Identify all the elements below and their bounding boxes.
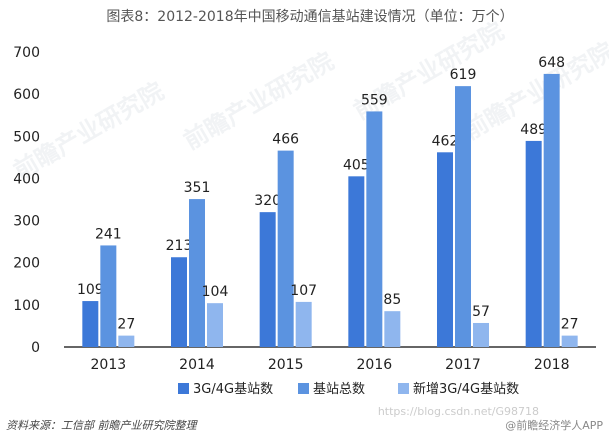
x-tick-label: 2013	[91, 357, 127, 373]
bar	[455, 86, 471, 347]
bar	[189, 199, 205, 347]
brand-label: @前瞻经济学人APP	[505, 419, 603, 432]
data-label: 85	[383, 292, 401, 308]
bar	[100, 245, 117, 347]
x-tick-label: 2016	[357, 357, 393, 373]
bar	[295, 301, 312, 347]
watermark-url: https://blog.csdn.net/G98718	[377, 405, 539, 418]
data-label: 213	[166, 238, 193, 254]
data-label: 57	[472, 304, 490, 320]
bar	[207, 303, 223, 347]
data-label: 104	[202, 284, 229, 300]
data-label: 109	[77, 282, 104, 298]
legend-swatch	[298, 383, 309, 394]
y-tick-label: 400	[13, 171, 40, 187]
data-label: 462	[432, 133, 459, 149]
x-tick-label: 2018	[534, 357, 570, 373]
y-tick-label: 600	[13, 87, 40, 103]
bar	[561, 335, 578, 347]
legend-label: 基站总数	[313, 382, 365, 397]
bar	[171, 257, 187, 347]
data-label: 241	[95, 226, 122, 242]
bar	[277, 150, 294, 347]
data-label: 619	[450, 67, 477, 83]
chart-title: 图表8：2012-2018年中国移动通信基站建设情况（单位：万个）	[106, 9, 514, 25]
legend-label: 新增3G/4G基站数	[413, 381, 519, 397]
y-tick-label: 100	[13, 298, 40, 314]
bar	[82, 301, 99, 347]
bar	[118, 335, 135, 347]
y-tick-label: 0	[31, 340, 40, 356]
y-tick-label: 700	[13, 45, 40, 61]
legend-label: 3G/4G基站数	[193, 382, 273, 397]
source-note: 资料来源：工信部 前瞻产业研究院整理	[6, 419, 197, 432]
x-tick-label: 2014	[179, 357, 215, 373]
x-tick-label: 2017	[445, 357, 481, 373]
legend-swatch	[178, 383, 189, 394]
data-label: 466	[272, 132, 299, 148]
data-label: 27	[117, 317, 135, 333]
data-label: 27	[561, 317, 579, 333]
data-label: 405	[343, 157, 370, 173]
bar	[348, 176, 365, 347]
bar	[384, 311, 401, 347]
data-label: 107	[290, 283, 317, 299]
data-label: 351	[184, 180, 211, 196]
bar	[473, 322, 489, 347]
data-label: 648	[538, 55, 565, 71]
bar	[259, 212, 276, 347]
legend-swatch	[398, 383, 409, 394]
bar	[437, 152, 453, 347]
data-label: 489	[520, 122, 547, 138]
bar	[525, 140, 542, 347]
bar	[543, 73, 560, 348]
bar	[366, 111, 383, 348]
y-tick-label: 200	[13, 256, 40, 272]
y-tick-label: 500	[13, 129, 40, 145]
y-tick-label: 300	[13, 214, 40, 230]
x-tick-label: 2015	[268, 357, 304, 373]
data-label: 559	[361, 92, 388, 108]
watermark-text: 前瞻产业研究院	[179, 47, 338, 155]
data-label: 320	[254, 193, 281, 209]
